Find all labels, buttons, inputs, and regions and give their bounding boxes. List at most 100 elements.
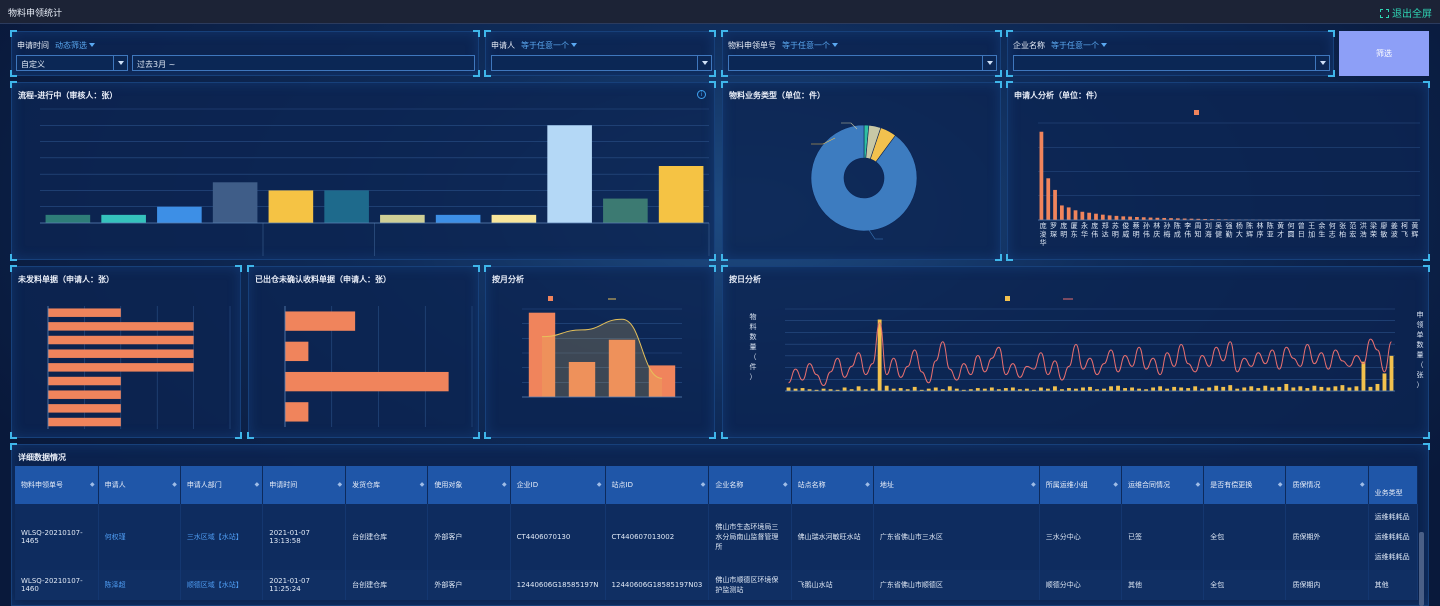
bar (1109, 386, 1113, 391)
bar (849, 389, 854, 391)
filter-apply-time: 申请时间 动态筛选 自定义 过去3月 ~ (10, 30, 480, 77)
sort-icon[interactable]: ◆ (337, 481, 343, 488)
column-header[interactable]: 是否有偿更换 ◆ (1203, 466, 1287, 504)
corner-decoration (484, 265, 491, 272)
bar (157, 206, 202, 223)
sort-icon[interactable]: ◆ (782, 481, 788, 488)
table-row[interactable]: WLSQ-20210107-1460 陈泽超 顺德区域【水站】 2021-01-07 … (15, 570, 1419, 600)
bar (1228, 385, 1233, 391)
corner-decoration (484, 30, 491, 37)
apply-time-range-input[interactable]: 过去3月 ~ (132, 55, 475, 71)
outbound-chart (284, 306, 473, 427)
sort-icon[interactable]: ◆ (1031, 481, 1036, 488)
sort-icon[interactable]: ◆ (596, 481, 602, 488)
column-header[interactable]: 申请人 ◆ (98, 466, 181, 504)
corner-decoration (1423, 432, 1430, 439)
corner-decoration (721, 432, 728, 439)
company-op[interactable]: 等于任意一个 (1051, 41, 1099, 50)
sort-icon[interactable]: ◆ (254, 481, 260, 488)
company-select[interactable] (1013, 55, 1330, 71)
bar (891, 388, 896, 391)
column-header[interactable]: 运维合同情况 ◆ (1121, 466, 1205, 504)
exit-fullscreen-button[interactable]: 退出全屏 (1380, 5, 1432, 20)
bar (285, 311, 356, 331)
monthly-chart (522, 296, 682, 398)
applicant-select[interactable] (491, 55, 712, 71)
column-header[interactable]: 企业名称 ◆ (708, 466, 792, 504)
corner-decoration (1006, 81, 1013, 88)
panel-title: 未发料单据（申请人：张） (18, 275, 114, 284)
order-no-select[interactable] (728, 55, 997, 71)
x-tick-label: 罗琛 (1050, 222, 1057, 239)
column-header[interactable]: 站点名称 ◆ (791, 466, 874, 504)
column-header[interactable]: 使用对象 ◆ (427, 466, 511, 504)
applicant-analysis-panel: 申请人分析（单位：件） 庞浚华 罗琛 庞明 厦东 永华 庞伟 郑达 苏明 俊威 蔡明 孙伟 林庆 孙梅陈… (1006, 81, 1430, 261)
apply-time-label: 申请时间 (17, 41, 49, 50)
apply-time-mode-select[interactable]: 自定义 (16, 55, 128, 71)
bar (1017, 389, 1022, 391)
table-cell[interactable]: 陈泽超 (98, 570, 181, 600)
filter-button[interactable]: 筛选 (1339, 31, 1429, 76)
bar (1039, 131, 1044, 220)
table-cell: 运维耗耗品 运维耗耗品 运维耗耗品 (1368, 504, 1419, 570)
column-header[interactable]: 企业ID ◆ (510, 466, 606, 504)
sort-icon[interactable]: ◆ (502, 481, 507, 488)
bar (1203, 218, 1208, 220)
bar (1148, 217, 1153, 220)
bar (1326, 387, 1331, 391)
bar (982, 388, 987, 391)
x-tick-label: 林庆 (1153, 221, 1160, 239)
column-header[interactable]: 业务类型 (1368, 466, 1419, 504)
bar (568, 361, 596, 397)
column-header[interactable]: 申请人部门 ◆ (180, 466, 264, 504)
bar (786, 387, 791, 391)
bar (1046, 388, 1050, 391)
sort-icon[interactable]: ◆ (700, 481, 706, 488)
sort-icon[interactable]: ◆ (419, 481, 425, 488)
order-no-op[interactable]: 等于任意一个 (782, 41, 830, 50)
bar (1242, 387, 1247, 391)
bar (1340, 385, 1345, 391)
table-scrollbar[interactable] (1419, 532, 1424, 606)
column-header[interactable]: 发货仓库 ◆ (345, 466, 429, 504)
bar (1172, 386, 1177, 391)
info-icon[interactable]: i (697, 90, 706, 99)
sort-icon[interactable]: ◆ (1360, 481, 1365, 488)
corner-decoration (10, 70, 17, 77)
bar (48, 376, 121, 386)
bar (1305, 388, 1310, 391)
column-header[interactable]: 所属运维小组 ◆ (1039, 466, 1122, 504)
table-row[interactable]: WLSQ-20210107-1465 何权瑾 三水区域【水站】 2021-01-07 … (15, 504, 1419, 570)
daily-panel: 按日分析 物料数量（件） 申领单数量（张） (721, 265, 1430, 439)
sort-icon[interactable]: ◆ (1277, 481, 1283, 488)
column-header[interactable]: 申请时间 ◆ (262, 466, 347, 504)
applicant-analysis-chart: 庞浚华罗琛庞明厦东永华庞伟郑达苏明俊威蔡明孙伟林庆孙梅陈成李伟周知刘海吴健强勤杨… (1038, 110, 1420, 247)
corner-decoration (995, 70, 1002, 77)
corner-decoration (10, 30, 17, 37)
table-cell[interactable]: 顺德区域【水站】 (180, 570, 264, 600)
x-tick-label: 陈亚 (1267, 221, 1274, 239)
column-header[interactable]: 物料申领单号 ◆ (15, 466, 99, 504)
table-cell[interactable]: 何权瑾 (98, 504, 181, 570)
sort-icon[interactable]: ◆ (865, 481, 870, 488)
sort-icon[interactable]: ◆ (1113, 481, 1118, 488)
sort-icon[interactable]: ◆ (89, 481, 95, 488)
table-cell[interactable]: 三水区域【水站】 (180, 504, 264, 570)
corner-decoration (721, 81, 728, 88)
column-header[interactable]: 站点ID ◆ (605, 466, 710, 504)
sort-icon[interactable]: ◆ (1195, 481, 1201, 488)
sort-icon[interactable]: ◆ (172, 481, 177, 488)
column-header[interactable]: 地址 ◆ (873, 466, 1040, 504)
corner-decoration (473, 30, 480, 37)
x-tick-label: 周知 (1195, 222, 1202, 239)
corner-decoration (709, 81, 716, 88)
applicant-op[interactable]: 等于任意一个 (521, 41, 569, 50)
corner-decoration (721, 254, 728, 261)
table-cell: 佛山市顺德区环境保护监测站 (708, 570, 792, 600)
column-header-label: 是否有偿更换 (1210, 481, 1253, 489)
bar (1087, 212, 1092, 220)
column-header-label: 申请人 (104, 481, 126, 489)
apply-time-op[interactable]: 动态筛选 (55, 41, 87, 50)
column-header[interactable]: 质保情况 ◆ (1285, 466, 1369, 504)
filter-order-no: 物料申领单号 等于任意一个 (721, 30, 1002, 77)
